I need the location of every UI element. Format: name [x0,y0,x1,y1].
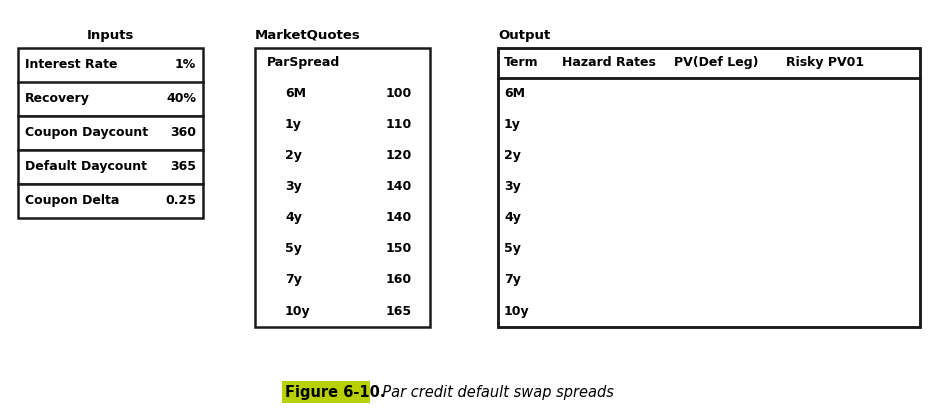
Text: 5y: 5y [504,242,520,255]
Text: 7y: 7y [285,273,302,286]
Text: 10y: 10y [504,305,530,317]
Text: Risky PV01: Risky PV01 [786,56,864,69]
Bar [556,78,920,202]
Text: 120: 120 [386,149,412,162]
Text: 140: 140 [386,180,412,193]
Text: 7y: 7y [504,273,520,286]
Text: 110: 110 [386,118,412,131]
Text: Coupon Delta: Coupon Delta [25,194,120,208]
Text: 1y: 1y [285,118,302,131]
Text: 0.25: 0.25 [165,194,196,208]
Text: 3y: 3y [504,180,520,193]
Text: 4y: 4y [504,211,520,224]
Text: 365: 365 [170,160,196,173]
Text: 1y: 1y [504,118,520,131]
Text: 2y: 2y [285,149,302,162]
Text: 4y: 4y [285,211,302,224]
Text: 150: 150 [386,242,412,255]
Text: 6M: 6M [504,87,525,100]
Text: 40%: 40% [166,92,196,105]
Bar [18,150,203,184]
Text: MarketQuotes: MarketQuotes [255,29,360,42]
Text: 5y: 5y [285,242,302,255]
Text: 160: 160 [386,273,412,286]
Text: Default Daycount: Default Daycount [25,160,147,173]
Bar [283,381,371,403]
Bar [498,48,920,327]
Bar [498,48,920,327]
Text: 1%: 1% [175,58,196,71]
Text: 3y: 3y [285,180,301,193]
Text: 165: 165 [386,305,412,317]
Text: Recovery: Recovery [25,92,90,105]
Text: 140: 140 [386,211,412,224]
Text: Coupon Daycount: Coupon Daycount [25,126,148,139]
Bar [18,184,203,218]
Text: 2y: 2y [504,149,520,162]
Text: Output: Output [498,29,550,42]
Bar [255,48,430,327]
Text: 360: 360 [170,126,196,139]
Text: Interest Rate: Interest Rate [25,58,118,71]
Text: Figure 6-10.: Figure 6-10. [285,385,386,400]
Text: Term: Term [504,56,538,69]
Text: Inputs: Inputs [87,29,134,42]
Text: 100: 100 [386,87,412,100]
Text: 6M: 6M [285,87,306,100]
Text: 10y: 10y [285,305,311,317]
Text: ParSpread: ParSpread [267,56,341,69]
Text: PV(Def Leg): PV(Def Leg) [674,56,758,69]
Bar [18,48,203,116]
Text: Hazard Rates: Hazard Rates [562,56,656,69]
Bar [18,116,203,150]
Text: Par credit default swap spreads: Par credit default swap spreads [373,385,614,400]
